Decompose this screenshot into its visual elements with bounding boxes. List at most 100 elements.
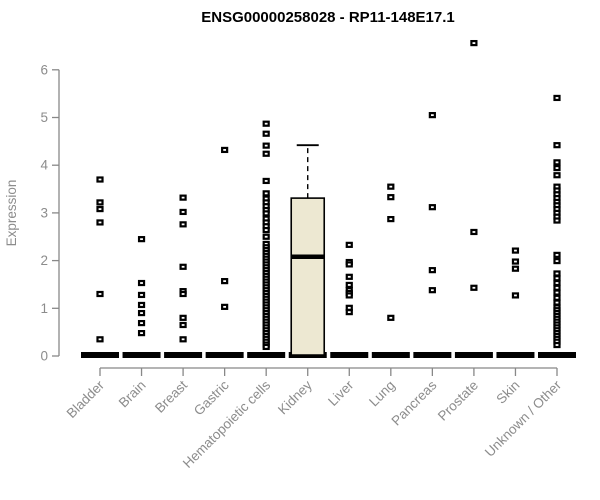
data-point: [428, 267, 436, 274]
y-tick-label: 1: [40, 301, 48, 316]
data-point: [137, 236, 146, 243]
data-point: [387, 194, 395, 201]
data-point: [179, 208, 187, 216]
data-point: [553, 270, 561, 277]
data-point: [511, 292, 520, 299]
data-point: [137, 301, 146, 309]
data-point: [179, 321, 187, 329]
data-point: [137, 330, 146, 337]
data-point: [345, 292, 353, 299]
y-tick-label: 0: [40, 349, 48, 364]
data-point: [262, 190, 270, 197]
zero-expression-bar: [122, 352, 161, 358]
data-point: [345, 281, 353, 289]
data-point: [387, 183, 395, 190]
x-tick-label: Kidney: [275, 377, 315, 417]
zero-expression-bar: [205, 352, 244, 358]
data-point: [262, 142, 270, 149]
data-point: [428, 204, 436, 211]
y-tick-label: 4: [40, 158, 48, 173]
data-point: [428, 112, 436, 119]
data-point: [553, 284, 561, 291]
zero-expression-bar: [164, 352, 203, 358]
data-point: [553, 217, 561, 224]
data-point: [262, 226, 270, 234]
data-point: [96, 290, 104, 298]
data-point: [553, 294, 561, 301]
data-point: [137, 319, 146, 327]
data-point: [553, 299, 561, 306]
data-point: [137, 291, 146, 299]
data-point: [345, 309, 353, 316]
data-point: [345, 273, 353, 280]
zero-expression-bar: [538, 352, 576, 358]
x-tick-label: Liver: [325, 377, 357, 409]
x-tick-label: Lung: [366, 378, 398, 410]
data-point: [179, 290, 187, 298]
data-point: [470, 284, 478, 291]
y-tick-label: 2: [40, 253, 48, 268]
data-point: [553, 257, 561, 265]
x-tick-label: Bladder: [64, 377, 108, 421]
data-point: [553, 159, 561, 166]
data-point: [262, 177, 270, 185]
zero-expression-bar: [247, 352, 286, 358]
data-point: [96, 219, 104, 226]
data-point: [553, 279, 561, 287]
data-point: [96, 176, 104, 183]
x-tick-label: Skin: [493, 378, 522, 407]
y-tick-label: 3: [40, 205, 48, 220]
data-point: [262, 343, 270, 351]
data-point: [553, 251, 561, 258]
data-point: [262, 120, 270, 127]
data-point: [470, 228, 478, 236]
chart-title: ENSG00000258028 - RP11-148E17.1: [201, 9, 455, 26]
data-point: [387, 314, 395, 321]
data-point: [553, 289, 561, 296]
boxplot-box: [290, 197, 326, 356]
zero-expression-bar: [330, 352, 369, 358]
data-point: [221, 278, 229, 285]
data-point: [428, 287, 436, 294]
x-tick-label: Gastric: [191, 377, 232, 418]
data-point: [179, 336, 187, 343]
data-point: [96, 205, 104, 213]
data-point: [553, 94, 561, 102]
x-tick-label: Prostate: [435, 378, 481, 424]
data-point: [137, 309, 146, 317]
y-tick-label: 5: [40, 110, 48, 125]
data-point: [511, 265, 520, 272]
data-point: [96, 336, 104, 343]
data-point: [553, 341, 561, 349]
zero-expression-bar: [454, 352, 493, 358]
data-point: [470, 39, 478, 47]
data-point: [179, 221, 187, 228]
data-point: [511, 247, 520, 254]
x-tick-label: Brain: [116, 378, 149, 411]
y-axis-label: Expression: [4, 180, 19, 247]
data-point: [553, 164, 561, 172]
zero-expression-bar: [496, 352, 535, 358]
data-point: [137, 279, 146, 287]
data-point: [221, 146, 229, 154]
data-point: [345, 241, 353, 248]
data-point: [262, 233, 270, 240]
data-point: [221, 303, 229, 310]
data-point: [553, 275, 561, 282]
x-tick-label: Pancreas: [389, 377, 440, 428]
y-tick-label: 6: [40, 62, 48, 77]
data-point: [262, 210, 270, 217]
data-point: [553, 172, 561, 179]
data-point: [262, 130, 270, 137]
data-point: [262, 150, 270, 157]
data-point: [179, 263, 187, 270]
zero-expression-bar: [413, 352, 452, 358]
data-point: [179, 194, 187, 201]
x-tick-label: Breast: [152, 377, 190, 415]
x-tick-label: Unknown / Other: [482, 377, 565, 460]
data-point: [345, 261, 353, 268]
